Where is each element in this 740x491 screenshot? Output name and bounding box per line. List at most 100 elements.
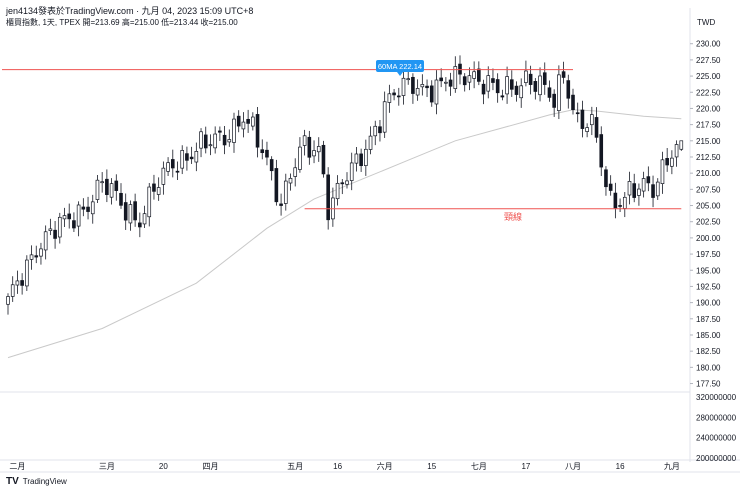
- candle-down: [509, 79, 514, 90]
- candle-down: [651, 184, 655, 198]
- candle-up: [298, 146, 302, 170]
- candle-down: [500, 95, 505, 98]
- candle-up: [486, 75, 491, 92]
- candle-down: [123, 202, 128, 221]
- price-tick-label: 190.00: [696, 299, 721, 308]
- ma60-line: [7, 109, 682, 359]
- candle-down: [218, 130, 222, 133]
- candle-up: [213, 133, 217, 149]
- price-tick-label: 197.50: [696, 250, 721, 259]
- candle-down: [599, 134, 604, 168]
- candle-up: [674, 144, 679, 158]
- candle-up: [538, 75, 542, 96]
- candle-up: [585, 127, 589, 132]
- time-tick-label: 17: [521, 462, 530, 471]
- candle-down: [547, 87, 552, 98]
- candle-down: [604, 169, 608, 188]
- candle-up: [401, 77, 406, 96]
- candle-down: [246, 118, 250, 124]
- price-tick-label: 177.50: [696, 380, 721, 389]
- candle-down: [425, 85, 429, 89]
- price-tick-label: 180.00: [696, 363, 721, 372]
- time-tick-label: 六月: [377, 461, 393, 471]
- candle-up: [147, 186, 152, 218]
- price-tick-label: 212.50: [696, 153, 721, 162]
- price-tick-label: 207.50: [696, 185, 721, 194]
- candle-down: [575, 112, 580, 115]
- time-tick-label: 20: [159, 462, 168, 471]
- candle-up: [283, 180, 288, 204]
- candle-down: [114, 180, 119, 191]
- price-tick-label: 217.50: [696, 121, 721, 130]
- candle-down: [269, 159, 274, 172]
- price-tick-label: 210.00: [696, 169, 721, 178]
- candle-up: [415, 88, 420, 96]
- candle-down: [533, 81, 538, 92]
- candle-up: [100, 181, 104, 184]
- price-tick-label: 227.50: [696, 56, 721, 65]
- time-tick-label: 三月: [99, 462, 115, 471]
- candle-up: [467, 75, 472, 83]
- candle-up: [194, 151, 199, 163]
- candle-up: [679, 140, 684, 150]
- price-tick-label: 220.00: [696, 104, 721, 113]
- candle-down: [170, 159, 175, 169]
- candle-up: [670, 157, 674, 167]
- time-tick-label: 四月: [202, 462, 218, 471]
- time-tick-label: 15: [427, 462, 436, 471]
- candle-down: [448, 79, 453, 87]
- candle-down: [552, 93, 556, 108]
- time-tick-label: 七月: [471, 462, 487, 471]
- candle-up: [368, 135, 373, 150]
- price-tick-label: 222.50: [696, 88, 721, 97]
- candle-down: [594, 117, 599, 138]
- candle-up: [76, 204, 81, 227]
- candle-up: [387, 93, 392, 103]
- candle-down: [72, 220, 76, 229]
- candle-down: [613, 192, 618, 209]
- candle-up: [6, 296, 10, 305]
- candle-up: [90, 201, 95, 215]
- volume-tick-label: 320000000: [696, 393, 737, 402]
- price-tick-label: 225.00: [696, 72, 721, 81]
- candle-down: [67, 213, 72, 220]
- footer-brand[interactable]: TV TradingView: [6, 476, 67, 487]
- candle-up: [39, 248, 43, 257]
- ma-label-box: [376, 60, 424, 72]
- candle-up: [241, 121, 246, 130]
- candle-down: [326, 174, 330, 221]
- candle-up: [627, 181, 632, 196]
- candle-down: [53, 229, 57, 239]
- candle-up: [364, 148, 368, 166]
- candle-down: [514, 85, 519, 95]
- candle-down: [618, 205, 622, 207]
- candle-up: [43, 231, 48, 251]
- candle-down: [203, 134, 208, 149]
- candle-down: [20, 280, 24, 286]
- candle-down: [378, 126, 382, 134]
- candle-up: [453, 66, 458, 89]
- candle-down: [307, 136, 312, 158]
- candle-down: [86, 206, 90, 212]
- candle-up: [622, 196, 627, 209]
- volume-tick-label: 200000000: [696, 454, 737, 463]
- time-tick-label: 五月: [287, 462, 303, 471]
- candle-up: [208, 144, 213, 147]
- candle-up: [505, 76, 509, 95]
- candle-down: [34, 255, 39, 258]
- candle-up: [62, 215, 67, 220]
- candle-down: [265, 149, 269, 158]
- candle-up: [434, 79, 439, 105]
- candle-down: [462, 76, 467, 86]
- candle-up: [48, 228, 53, 231]
- candle-up: [524, 70, 528, 83]
- candle-down: [138, 222, 142, 228]
- candle-down: [260, 149, 265, 154]
- candle-down: [561, 71, 566, 78]
- candle-up: [641, 178, 646, 192]
- candle-down: [152, 183, 156, 192]
- candle-up: [199, 131, 203, 149]
- candle-up: [25, 259, 29, 287]
- candle-down: [133, 201, 137, 221]
